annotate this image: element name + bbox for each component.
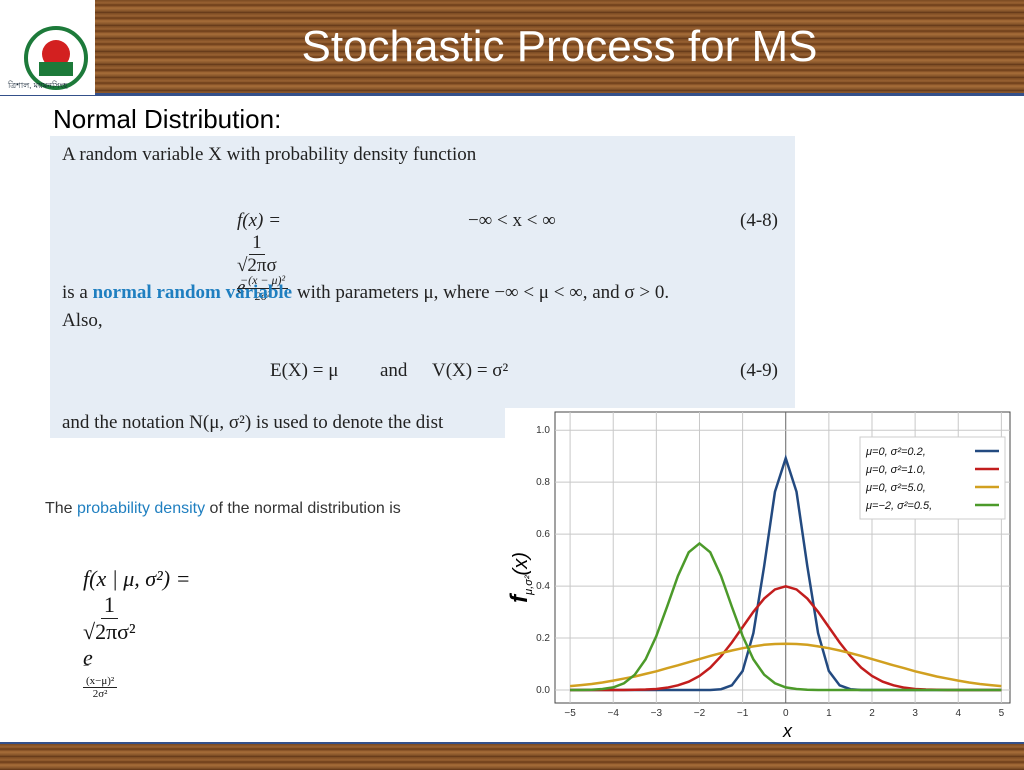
lhs: f(x | μ, σ²) = [83, 566, 191, 591]
text: of the normal distribution is [205, 500, 401, 517]
also: Also, [62, 310, 103, 331]
section-title: Normal Distribution: [53, 104, 282, 134]
x-tick-label: −1 [737, 708, 749, 719]
sign: − [83, 660, 90, 672]
textbook-excerpt: A random variable X with probability den… [50, 136, 795, 438]
y-label-sub: μ,σ² [523, 575, 535, 596]
y-label-f: f [506, 593, 533, 603]
eq-no: (4-9) [740, 360, 778, 381]
y-tick-label: 0.4 [536, 581, 550, 592]
y-tick-label: 0.2 [536, 633, 550, 644]
base: e [83, 645, 93, 670]
exponent: (x−μ)² 2σ² [83, 675, 118, 701]
den: 2σ² [254, 289, 271, 303]
text: is a [62, 282, 93, 303]
y-tick-label: 0.8 [536, 477, 550, 488]
x-tick-label: 2 [869, 708, 875, 719]
x-tick-label: 3 [912, 708, 918, 719]
series-line [569, 642, 1002, 688]
x-tick-label: 5 [999, 708, 1005, 719]
pdf-formula: f(x) = 1 √2πσ e −(x − μ)² 2σ² [218, 188, 289, 352]
logo: ত্রিশাল, ময়মনসিংহ [0, 0, 95, 95]
definition: is a normal random variable with paramet… [62, 282, 669, 304]
x-tick-label: 0 [783, 708, 789, 719]
num: (x−μ)² [83, 675, 118, 689]
x-tick-label: −3 [651, 708, 663, 719]
exponent: −(x − μ)² 2σ² [237, 273, 289, 304]
slide-title: Stochastic Process for MS [301, 22, 818, 71]
domain: −∞ < x < ∞ [468, 210, 556, 231]
term: probability density [77, 500, 206, 517]
den: 2σ² [92, 688, 108, 701]
base: e [237, 277, 246, 298]
x-tick-label: −5 [564, 708, 576, 719]
num: 1 [249, 232, 265, 255]
text: The [45, 500, 78, 517]
notation: and the notation N(μ, σ²) is used to den… [62, 412, 444, 433]
series-line [570, 541, 1002, 692]
lhs: f(x) = [237, 210, 281, 231]
density-note: The probability density of the normal di… [45, 500, 401, 518]
logo-emblem [23, 26, 88, 90]
and: and [380, 360, 408, 381]
term: normal random variable [92, 282, 293, 303]
intro: A random variable X with probability den… [62, 144, 477, 165]
x-tick-label: −4 [608, 708, 620, 719]
legend-label: μ=0, σ²=1.0, [865, 464, 926, 476]
chart: −5 −4 −3 −2 −1 0 1 2 3 4 5 0.0 0.2 0.4 0.6 0.8 1.0 μ=0, σ… [505, 408, 1020, 742]
text: with parameters μ, where −∞ < μ < ∞, and… [292, 282, 670, 303]
variance: V(X) = σ² [432, 360, 509, 381]
y-tick-label: 0.6 [536, 529, 550, 540]
fraction: 1 √2πσ² [83, 592, 136, 645]
mean: E(X) = μ [270, 360, 339, 381]
y-axis-label: fμ,σ²(x) [506, 552, 535, 603]
x-tick-label: 4 [955, 708, 961, 719]
header-bar [0, 0, 1024, 96]
x-axis-label: x [782, 721, 793, 741]
legend-label: μ=0, σ²=5.0, [865, 482, 926, 494]
num: −(x − μ)² [237, 273, 289, 289]
y-tick-label: 0.0 [536, 685, 550, 696]
eq-no: (4-8) [740, 210, 778, 231]
legend-label: μ=0, σ²=0.2, [865, 446, 926, 458]
y-label-arg: (x) [510, 552, 532, 575]
y-tick-label: 1.0 [536, 425, 550, 436]
footer-bar [0, 742, 1024, 770]
x-tick-label: −2 [694, 708, 706, 719]
x-tick-label: 1 [826, 708, 832, 719]
den: √2πσ [237, 255, 277, 276]
logo-text: ত্রিশাল, ময়মনসিংহ [8, 81, 68, 90]
legend-label: μ=−2, σ²=0.5, [865, 500, 932, 512]
num: 1 [100, 592, 118, 619]
density-formula: f(x | μ, σ²) = 1 √2πσ² e − (x−μ)² 2σ² [72, 540, 190, 724]
den: √2πσ² [83, 619, 136, 644]
fraction: 1 √2πσ [237, 232, 277, 277]
